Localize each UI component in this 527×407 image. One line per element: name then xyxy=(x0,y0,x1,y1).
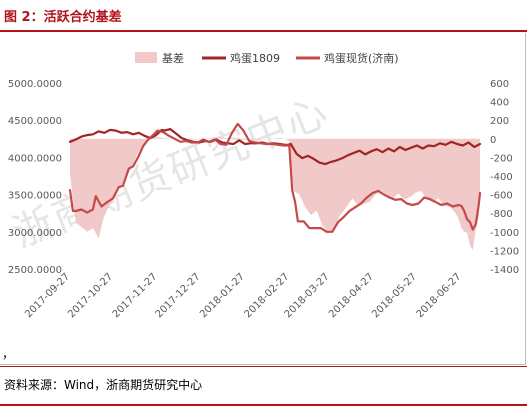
y-right-tick-label: 600 xyxy=(490,79,509,90)
spot-jinan-line xyxy=(68,122,482,233)
legend-label: 鸡蛋现货(济南) xyxy=(324,51,399,65)
chart-svg: 浙商期货研究中心 基差 鸡蛋1809 鸡蛋现货(济南) 5000.00004500.… xyxy=(7,51,520,320)
comma-mark: ， xyxy=(2,347,15,361)
x-tick-label: 2017-10-27 xyxy=(66,271,115,320)
x-tick-label: 2017-09-27 xyxy=(23,271,72,320)
y-right-tick-label: -1000 xyxy=(490,228,519,239)
legend-label: 基差 xyxy=(162,51,184,65)
y-left-tick-label: 4000.0000 xyxy=(8,153,62,164)
y-right-tick-label: -200 xyxy=(490,153,513,164)
y-right-tick-label: 0 xyxy=(490,135,496,146)
x-tick-label: 2018-04-27 xyxy=(327,271,376,320)
bottom-rule xyxy=(0,404,527,406)
x-tick-label: 2018-05-27 xyxy=(370,271,419,320)
source-rule xyxy=(0,366,527,367)
y-left-tick-label: 2500.0000 xyxy=(8,265,62,276)
legend-label: 鸡蛋1809 xyxy=(230,51,280,65)
y-left-tick-label: 5000.0000 xyxy=(8,79,62,90)
y-right-tick-label: 200 xyxy=(490,116,509,127)
title-rule xyxy=(0,30,527,32)
y-left-tick-label: 3500.0000 xyxy=(8,191,62,202)
x-tick-label: 2017-12-27 xyxy=(154,271,203,320)
x-tick-label: 2018-01-27 xyxy=(198,271,247,320)
y-right-tick-label: -800 xyxy=(490,209,513,220)
x-tick-label: 2018-06-27 xyxy=(415,271,464,320)
y-right-tick-label: -1200 xyxy=(490,246,519,257)
plot-area xyxy=(68,122,482,251)
y-left-tick-label: 3000.0000 xyxy=(8,228,62,239)
y-right-tick-label: -1400 xyxy=(490,265,519,276)
y-right-tick-label: -400 xyxy=(490,172,513,183)
chart-legend: 基差 鸡蛋1809 鸡蛋现货(济南) xyxy=(135,51,399,65)
chart-frame: 浙商期货研究中心 基差 鸡蛋1809 鸡蛋现货(济南) 5000.0000 4500.… xyxy=(0,33,526,365)
y-right-tick-label: 400 xyxy=(490,98,509,109)
figure-title: 图 2：活跃合约基差 xyxy=(4,10,122,25)
x-tick-label: 2017-11-27 xyxy=(111,271,160,320)
y-right-tick-label: -600 xyxy=(490,191,513,202)
basis-area xyxy=(70,136,480,251)
source-note: 资料来源：Wind，浙商期货研究中心 xyxy=(4,378,203,392)
y-left-tick-label: 4500.0000 xyxy=(8,116,62,127)
legend-swatch-basis xyxy=(135,52,157,63)
